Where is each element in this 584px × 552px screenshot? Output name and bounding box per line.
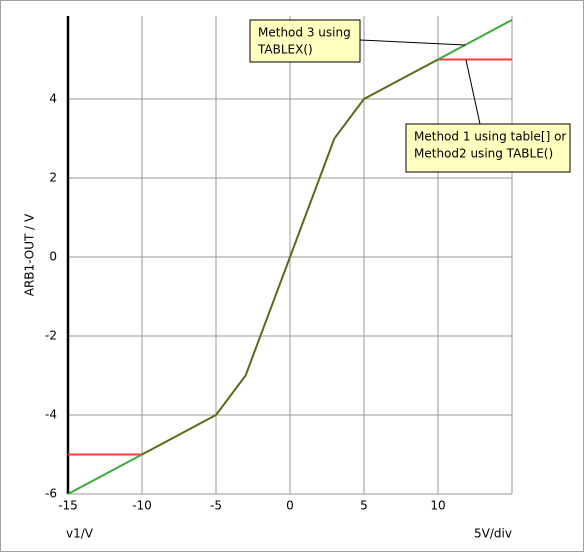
y-tick-label: -2 bbox=[45, 328, 57, 342]
series-line bbox=[68, 58, 512, 456]
x-tick-label: 10 bbox=[430, 499, 445, 513]
x-tick-label: -15 bbox=[58, 499, 78, 513]
annotation-text: Method2 using TABLE() bbox=[414, 147, 553, 161]
annotation-text: Method 3 using bbox=[258, 26, 351, 40]
y-tick-label: -6 bbox=[45, 487, 57, 501]
annotation-text: TABLEX() bbox=[257, 43, 313, 57]
series-line bbox=[67, 19, 513, 495]
x-tick-label: -5 bbox=[210, 499, 222, 513]
x-axis-label: v1/V bbox=[66, 527, 94, 541]
x-tick-label: -10 bbox=[132, 499, 152, 513]
x-tick-label: 0 bbox=[286, 499, 294, 513]
y-tick-label: -4 bbox=[45, 407, 57, 421]
y-tick-label: 4 bbox=[49, 91, 57, 105]
y-tick-label: 0 bbox=[49, 249, 57, 263]
y-axis-label: ARB1-OUT / V bbox=[23, 213, 37, 296]
series-line bbox=[141, 58, 439, 456]
annotation-pointer bbox=[359, 39, 466, 46]
x-scale-label: 5V/div bbox=[474, 527, 512, 541]
annotation-box bbox=[249, 19, 361, 63]
annotation-pointer bbox=[465, 59, 481, 125]
annotation-text: Method 1 using table[] or bbox=[414, 130, 566, 144]
y-tick-label: 2 bbox=[49, 170, 57, 184]
annotation-box bbox=[405, 123, 571, 173]
x-tick-label: 5 bbox=[360, 499, 368, 513]
